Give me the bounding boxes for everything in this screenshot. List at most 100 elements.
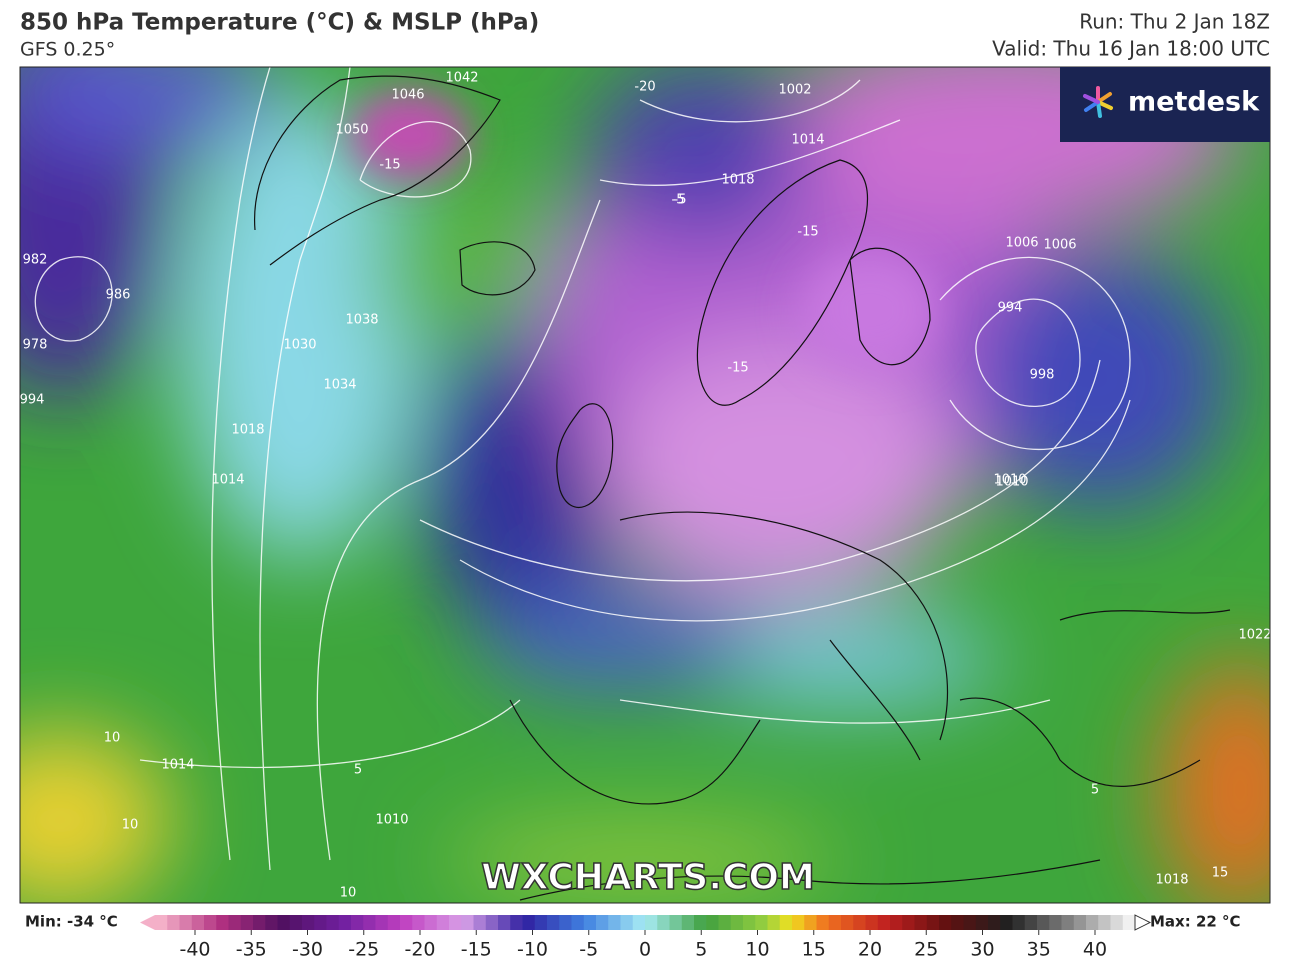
valid: Valid: Thu 16 Jan 18:00 UTC <box>992 37 1270 61</box>
colorbar-segment <box>681 915 695 930</box>
contour-label: 10 <box>122 818 139 833</box>
colorbar-segment <box>939 915 952 930</box>
colorbar-segment <box>608 915 621 930</box>
contour-label: 5 <box>1091 783 1099 798</box>
colorbar-segment <box>363 915 376 930</box>
colorbar-segment <box>804 915 817 930</box>
colorbar-segment <box>596 915 609 930</box>
colorbar-segment <box>828 915 842 930</box>
contour-label: 978 <box>23 338 48 353</box>
contour-label: -15 <box>727 361 748 376</box>
colorbar-segment <box>436 915 450 930</box>
colorbar-segment <box>792 915 805 930</box>
contour-label: 1010 <box>993 473 1026 488</box>
colorbar-tick-label: -25 <box>348 939 379 961</box>
contour-label: 1010 <box>375 813 408 828</box>
colorbar-tick-label: 20 <box>858 939 882 961</box>
colorbar-segment <box>1122 915 1136 930</box>
colorbar-segment <box>534 915 548 930</box>
colorbar-segment <box>351 915 364 930</box>
colorbar-segment <box>730 915 744 930</box>
contour-label: 1050 <box>335 123 368 138</box>
contour-label: -20 <box>634 80 655 95</box>
contour-label: -5 <box>674 193 687 208</box>
contour-label: 10 <box>340 886 357 901</box>
colorbar-segment <box>498 915 511 930</box>
colorbar-segment <box>841 915 854 930</box>
contour-label: 1014 <box>211 473 244 488</box>
colorbar-segment <box>167 915 180 930</box>
contour-label: 1006 <box>1005 236 1038 251</box>
colorbar-segment <box>510 915 523 930</box>
colorbar-segment <box>1000 915 1013 930</box>
colorbar-segment <box>216 915 229 930</box>
colorbar-segment <box>277 915 291 930</box>
contour-label: 998 <box>1030 368 1055 383</box>
colorbar-segment <box>620 915 634 930</box>
contour-label: 1006 <box>1043 238 1076 253</box>
run: Run: Thu 2 Jan 18Z <box>1079 10 1270 34</box>
colorbar-segment <box>265 915 278 930</box>
colorbar-segment <box>1098 915 1111 930</box>
contour-label: 10 <box>104 731 121 746</box>
contour-label: 1042 <box>445 71 478 86</box>
colorbar-segment <box>326 915 340 930</box>
contour-label: 1022 <box>1238 628 1271 643</box>
colorbar-tick-label: -20 <box>404 939 435 961</box>
colorbar-tick-label: 5 <box>695 939 707 961</box>
colorbar-max: Max: 22 °C <box>1150 913 1241 931</box>
colorbar-segment <box>387 915 401 930</box>
contour-label: 994 <box>20 393 45 408</box>
colorbar-segment <box>155 915 168 930</box>
colorbar-tick-label: -35 <box>236 939 267 961</box>
colorbar-segment <box>559 915 572 930</box>
logo: metdesk <box>1128 87 1260 118</box>
contour-label: 1018 <box>721 173 754 188</box>
contour-labels: 1042 1046 1050 -15 -20 1002 1014 1018 -5 1006 994 9… <box>20 71 1271 901</box>
colorbar-segment <box>743 915 756 930</box>
colorbar-segment <box>853 915 866 930</box>
contour-label: 1002 <box>778 83 811 98</box>
model: GFS 0.25° <box>20 39 115 61</box>
colorbar-segment <box>779 915 793 930</box>
logo-icon <box>1083 86 1113 118</box>
contour-label: 1030 <box>283 338 316 353</box>
colorbar-segment <box>424 915 438 930</box>
contour-label: 1046 <box>391 88 424 103</box>
colorbar-segment <box>926 915 940 930</box>
colorbar-segment <box>767 915 781 930</box>
colorbar-segment <box>694 915 707 930</box>
colorbar-segment <box>204 915 217 930</box>
colorbar-tick-label: 10 <box>745 939 769 961</box>
colorbar-segment <box>461 915 474 930</box>
colorbar-segment <box>571 915 585 930</box>
colorbar-segment <box>914 915 928 930</box>
colorbar-segment <box>1073 915 1087 930</box>
colorbar-segment <box>706 915 719 930</box>
colorbar-tick-label: -30 <box>292 939 323 961</box>
colorbar-min: Min: -34 °C <box>25 913 118 931</box>
colorbar-segment <box>338 915 352 930</box>
colorbar-tick-label: -5 <box>579 939 598 961</box>
colorbar-tick-label: -40 <box>179 939 210 961</box>
contour-label: 1018 <box>1155 873 1188 888</box>
contour-label: -15 <box>379 158 400 173</box>
colorbar-segment <box>412 915 425 930</box>
colorbar-segment <box>1012 915 1026 930</box>
colorbar-segment <box>253 915 266 930</box>
colorbar-segment <box>375 915 389 930</box>
colorbar-arrow <box>140 915 155 930</box>
contour-label: 15 <box>1212 866 1229 881</box>
colorbar-segment <box>963 915 977 930</box>
contour-label: 1014 <box>161 758 194 773</box>
colorbar-segment <box>1110 915 1124 930</box>
contour-label: -5 <box>672 193 685 208</box>
colorbar-tick-label: 15 <box>802 939 826 961</box>
watermark: WXCHARTS.COM <box>481 857 815 898</box>
colorbar-segment <box>179 915 193 930</box>
map: 1042 1046 1050 -15 -20 1002 1014 1018 -5 1006 994 9… <box>20 67 1271 903</box>
colorbar-segment <box>632 915 646 930</box>
colorbar-arrow <box>1134 914 1152 931</box>
contour-label: -15 <box>797 225 818 240</box>
